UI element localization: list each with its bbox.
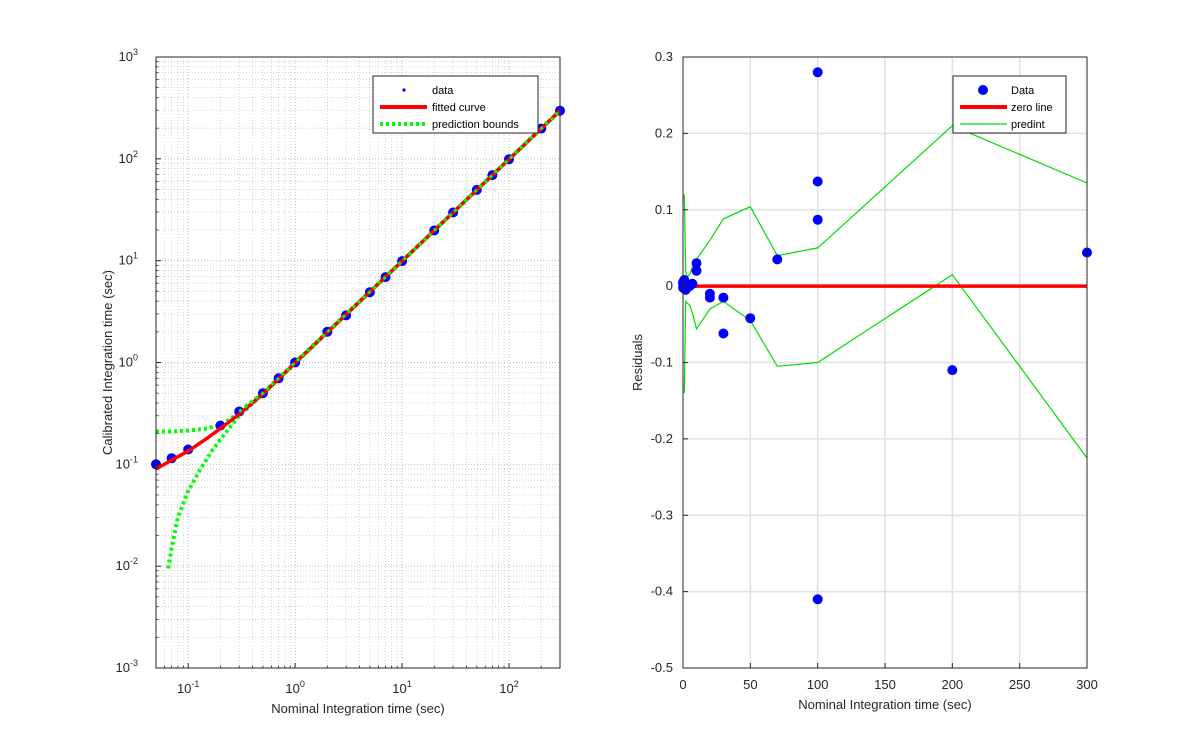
residual-data-point (718, 292, 729, 303)
legend-fitted-curve-label: fitted curve (432, 102, 486, 114)
right-y-tick-label: 0.2 (655, 125, 673, 140)
right-y-tick-label: 0.1 (655, 202, 673, 217)
right-y-tick-label: 0.3 (655, 49, 673, 64)
residual-data-point (718, 328, 729, 339)
right-y-tick-label: -0.2 (651, 431, 673, 446)
residual-data-point (947, 365, 958, 376)
legend-prediction-bounds-label: prediction bounds (432, 119, 519, 131)
right-x-axis-label: Nominal Integration time (sec) (798, 697, 971, 712)
right-series (678, 67, 1092, 605)
right-chart: 0 50 100 150 200 250 300 -0.5 -0.4 -0.3 -0.2 -0.1 0 0… (630, 49, 1098, 712)
legend-zero-line-label: zero line (1011, 102, 1053, 114)
left-x-axis-label: Nominal Integration time (sec) (271, 701, 444, 716)
residual-data-point (704, 292, 715, 303)
residual-data-point (691, 258, 702, 269)
residual-data-point (812, 594, 823, 605)
legend-predint-label: predint (1011, 119, 1045, 131)
left-legend: data fitted curve prediction bounds (372, 75, 539, 134)
right-x-tick-label: 250 (1009, 677, 1031, 692)
left-series (151, 105, 565, 569)
right-y-tick-label: -0.1 (651, 355, 673, 370)
right-y-axis-label: Residuals (630, 333, 645, 391)
right-x-tick-label: 300 (1076, 677, 1098, 692)
right-grid (683, 57, 1087, 668)
right-x-tick-label: 100 (807, 677, 829, 692)
right-x-tick-label: 200 (941, 677, 963, 692)
residual-data-point (812, 67, 823, 78)
right-x-tick-label: 0 (679, 677, 686, 692)
right-ticks: 0 50 100 150 200 250 300 -0.5 -0.4 -0.3 -0.2 -0.1 0 0… (651, 49, 1098, 692)
residual-data-point (812, 176, 823, 187)
lower-predint-line (683, 273, 1088, 459)
residual-data-point (745, 313, 756, 324)
residual-data-point (687, 278, 698, 289)
legend-residual-data-marker (978, 85, 988, 95)
right-legend: Data zero line predint (952, 75, 1067, 134)
right-y-tick-label: -0.5 (651, 660, 673, 675)
right-y-tick-label: -0.3 (651, 507, 673, 522)
legend-residual-data-label: Data (1011, 85, 1035, 97)
left-y-axis-label: Calibrated Integration time (sec) (100, 270, 115, 455)
right-x-tick-label: 50 (743, 677, 757, 692)
legend-data-label: data (432, 85, 454, 97)
right-y-tick-label: -0.4 (651, 584, 673, 599)
left-minor-grid (156, 57, 560, 668)
right-x-tick-label: 150 (874, 677, 896, 692)
residual-data-point (691, 265, 702, 276)
residual-data-point (812, 214, 823, 225)
right-y-tick-label: 0 (666, 278, 673, 293)
legend-data-marker (402, 88, 406, 92)
prediction-bound-overlay (238, 109, 562, 413)
residual-data-point (772, 254, 783, 265)
